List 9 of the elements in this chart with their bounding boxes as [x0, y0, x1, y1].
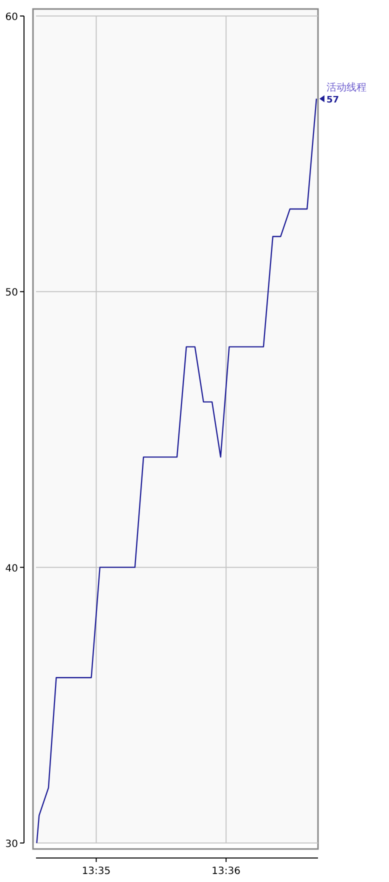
y-tick-label: 40: [5, 563, 18, 574]
y-tick-label: 60: [5, 12, 18, 23]
line-series: [36, 98, 318, 844]
data-label: 57: [326, 96, 339, 106]
y-tick-label: 50: [5, 288, 18, 299]
x-tick-label: 13:36: [212, 866, 240, 877]
series-label: 活动线程: [326, 82, 366, 94]
y-tick-label: 30: [5, 839, 18, 850]
x-tick-label: 13:35: [82, 866, 111, 877]
